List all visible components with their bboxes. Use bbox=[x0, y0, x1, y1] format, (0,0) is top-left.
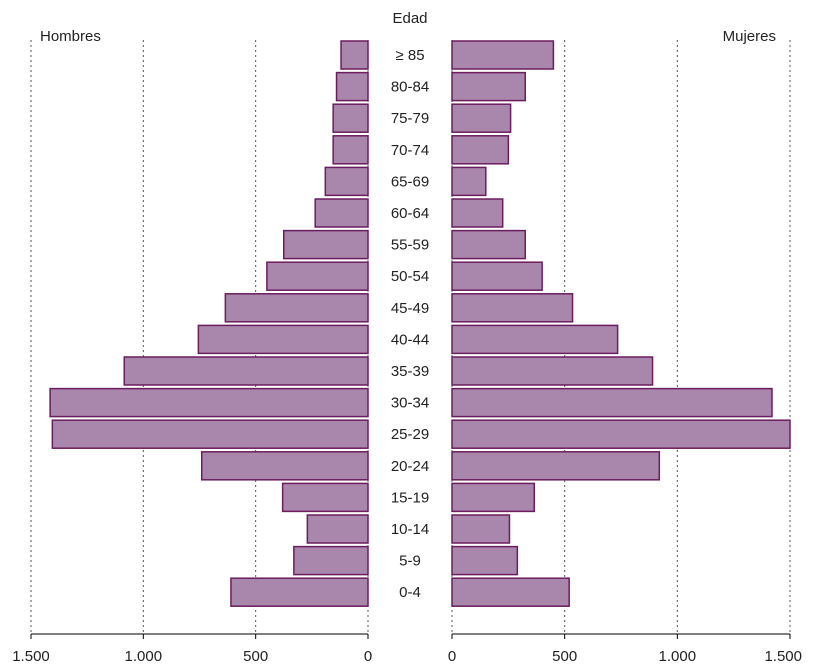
bar-mujeres bbox=[451, 451, 661, 481]
category-labels: ≥ 85 80-84 75-79 70-74 65-69 60-64 55-59 50-54 4… bbox=[391, 47, 429, 601]
bar-mujeres bbox=[451, 198, 504, 228]
category-label: 40-44 bbox=[391, 331, 429, 348]
tick-label-right: 500 bbox=[552, 648, 577, 665]
bar-hombres bbox=[324, 166, 369, 197]
category-label: 10-14 bbox=[391, 521, 429, 538]
bar-mujeres bbox=[451, 135, 510, 165]
age-axis-title: Edad bbox=[392, 10, 427, 27]
tick-label-left: 0 bbox=[364, 648, 372, 665]
category-label: 35-39 bbox=[391, 363, 429, 380]
bar-hombres bbox=[197, 324, 369, 355]
bar-mujeres bbox=[451, 261, 543, 291]
category-label: ≥ 85 bbox=[395, 47, 424, 64]
category-label: 65-69 bbox=[391, 173, 429, 190]
bar-mujeres bbox=[451, 166, 487, 197]
bar-hombres bbox=[283, 229, 369, 260]
bar-hombres bbox=[123, 356, 369, 386]
bar-mujeres bbox=[451, 40, 555, 70]
bars bbox=[49, 40, 791, 607]
category-label: 60-64 bbox=[391, 205, 429, 222]
bar-mujeres bbox=[451, 419, 791, 449]
bar-hombres bbox=[266, 261, 369, 291]
bar-hombres bbox=[335, 71, 369, 102]
tick-label-right: 1.500 bbox=[764, 648, 802, 665]
tick-label-left: 1.000 bbox=[125, 648, 163, 665]
bar-mujeres bbox=[451, 482, 535, 513]
category-label: 50-54 bbox=[391, 268, 429, 285]
bar-mujeres bbox=[451, 356, 654, 386]
category-label: 0-4 bbox=[399, 584, 421, 601]
bar-mujeres bbox=[451, 514, 511, 544]
bar-mujeres bbox=[451, 577, 570, 607]
bar-hombres bbox=[332, 135, 369, 165]
bar-hombres bbox=[230, 577, 369, 607]
tick-label-left: 1.500 bbox=[12, 648, 50, 665]
bar-hombres bbox=[224, 293, 369, 323]
bar-hombres bbox=[200, 451, 369, 481]
tick-label-right: 1.000 bbox=[659, 648, 697, 665]
category-label: 80-84 bbox=[391, 79, 429, 96]
bar-mujeres bbox=[451, 387, 773, 418]
category-label: 25-29 bbox=[391, 426, 429, 443]
category-label: 75-79 bbox=[391, 110, 429, 127]
bar-hombres bbox=[306, 514, 369, 544]
tick-label-left: 500 bbox=[243, 648, 268, 665]
category-label: 55-59 bbox=[391, 237, 429, 254]
left-series-label: Hombres bbox=[40, 28, 101, 45]
bar-mujeres bbox=[451, 545, 519, 576]
bar-hombres bbox=[51, 419, 369, 449]
category-label: 15-19 bbox=[391, 489, 429, 506]
category-label: 20-24 bbox=[391, 458, 429, 475]
bar-hombres bbox=[314, 198, 369, 228]
bar-hombres bbox=[281, 482, 369, 513]
category-label: 5-9 bbox=[399, 553, 421, 570]
bar-mujeres bbox=[451, 103, 512, 133]
bar-mujeres bbox=[451, 293, 574, 323]
bar-mujeres bbox=[451, 229, 526, 260]
bar-mujeres bbox=[451, 324, 619, 355]
right-series-label: Mujeres bbox=[723, 28, 776, 45]
tick-label-right: 0 bbox=[448, 648, 456, 665]
bar-hombres bbox=[49, 387, 369, 418]
axes bbox=[30, 633, 791, 639]
bar-hombres bbox=[293, 545, 369, 576]
category-label: 45-49 bbox=[391, 300, 429, 317]
category-label: 30-34 bbox=[391, 395, 429, 412]
bar-hombres bbox=[332, 103, 369, 133]
category-label: 70-74 bbox=[391, 142, 429, 159]
bar-hombres bbox=[340, 40, 369, 70]
tick-labels: 1.500 1.000 500 0 0 500 1.000 1.500 bbox=[12, 648, 802, 665]
bar-mujeres bbox=[451, 71, 526, 102]
